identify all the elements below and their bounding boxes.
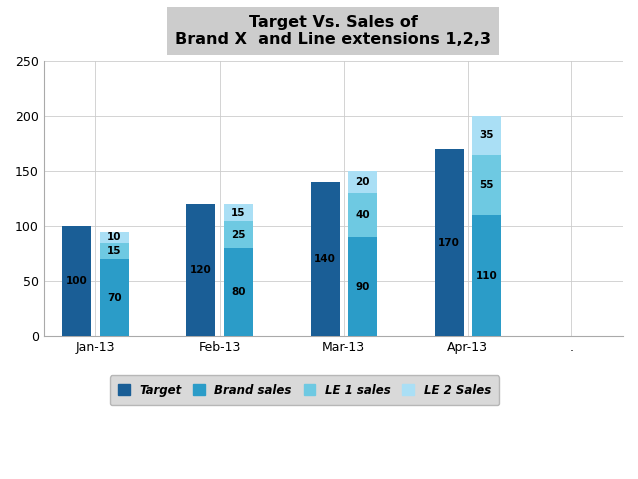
Text: 25: 25 [231, 229, 246, 240]
Bar [63, 226, 91, 336]
Bar [100, 259, 128, 336]
Text: 15: 15 [107, 246, 121, 256]
Text: 100: 100 [66, 276, 87, 286]
Title: Target Vs. Sales of
Brand X  and Line extensions 1,2,3: Target Vs. Sales of Brand X and Line ext… [175, 15, 491, 47]
Bar [224, 204, 253, 221]
Bar [100, 232, 128, 243]
Text: 15: 15 [231, 207, 246, 217]
Bar [224, 248, 253, 336]
Bar [224, 221, 253, 248]
Text: 70: 70 [107, 293, 121, 303]
Bar [472, 215, 501, 336]
Text: 90: 90 [355, 282, 369, 292]
Text: 20: 20 [355, 177, 369, 187]
Bar [100, 243, 128, 259]
Text: 35: 35 [479, 130, 494, 140]
Text: 55: 55 [479, 180, 494, 190]
Text: 120: 120 [190, 265, 212, 275]
Legend: Target, Brand sales, LE 1 sales, LE 2 Sales: Target, Brand sales, LE 1 sales, LE 2 Sa… [110, 376, 499, 405]
Text: 80: 80 [231, 287, 246, 297]
Bar [348, 171, 377, 193]
Bar [472, 155, 501, 215]
Bar [434, 149, 464, 336]
Text: 40: 40 [355, 210, 369, 220]
Bar [311, 182, 339, 336]
Text: 110: 110 [475, 271, 498, 281]
Bar [348, 237, 377, 336]
Text: 10: 10 [107, 232, 121, 242]
Bar [348, 193, 377, 237]
Bar [472, 116, 501, 155]
Text: 140: 140 [314, 254, 336, 264]
Text: 170: 170 [438, 238, 460, 248]
Bar [186, 204, 216, 336]
